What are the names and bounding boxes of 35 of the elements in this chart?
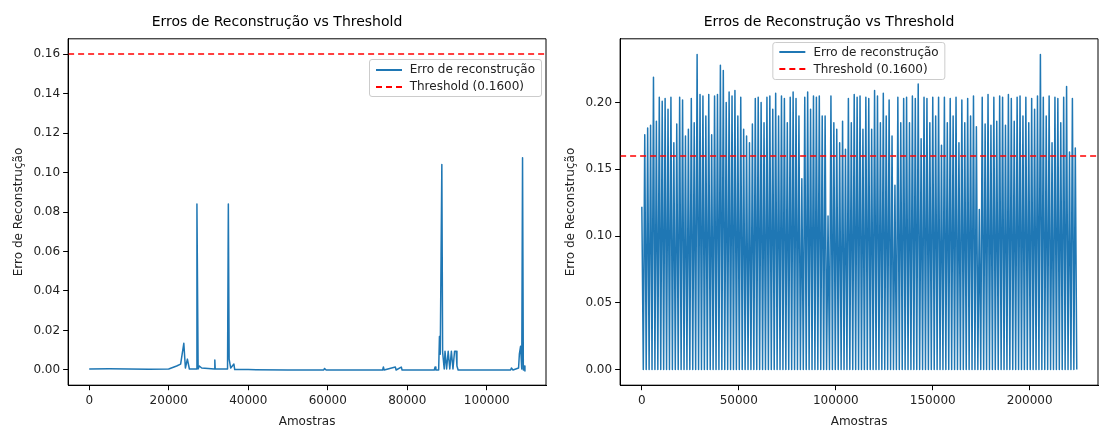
x-tick-label: 60000 [308,392,347,407]
y-axis-title: Erro de Reconstrução [11,147,26,277]
y-tick-label: 0.14 [33,85,61,100]
y-tick-label: 0.10 [33,164,61,179]
y-tick-label: 0.00 [33,362,61,377]
y-tick-label: 0.20 [585,94,613,109]
x-tick-label: 50000 [719,392,758,407]
x-tick-label: 0 [85,392,94,407]
chart-title: Erros de Reconstrução vs Threshold [703,13,955,30]
x-axis-title: Amostras [278,413,336,428]
x-tick-label: 100000 [812,392,859,407]
legend-label: Threshold (0.1600) [813,60,928,78]
chart-title: Erros de Reconstrução vs Threshold [151,13,403,30]
y-tick-label: 0.00 [585,361,613,376]
y-tick-label: 0.06 [33,243,61,258]
y-tick-label: 0.08 [33,204,61,219]
y-tick-label: 0.02 [33,322,61,337]
x-tick-label: 150000 [909,392,956,407]
legend-label: Threshold (0.1600) [409,78,524,95]
x-tick-label: 80000 [388,392,427,407]
y-axis-title: Erro de Reconstrução [563,147,578,277]
y-tick-label: 0.12 [33,125,61,140]
y-tick-label: 0.10 [585,228,613,243]
x-axis-title: Amostras [830,413,888,428]
x-tick-label: 20000 [149,392,188,407]
y-tick-label: 0.05 [585,294,613,309]
x-tick-label: 100000 [463,392,510,407]
y-tick-label: 0.16 [33,46,61,61]
x-tick-label: 40000 [229,392,268,407]
y-tick-label: 0.15 [585,161,613,176]
legend-label: Erro de reconstrução [409,61,535,78]
y-tick-label: 0.04 [33,283,61,298]
x-tick-label: 200000 [1006,392,1053,407]
legend-label: Erro de reconstrução [813,43,939,61]
x-tick-label: 0 [638,392,646,407]
